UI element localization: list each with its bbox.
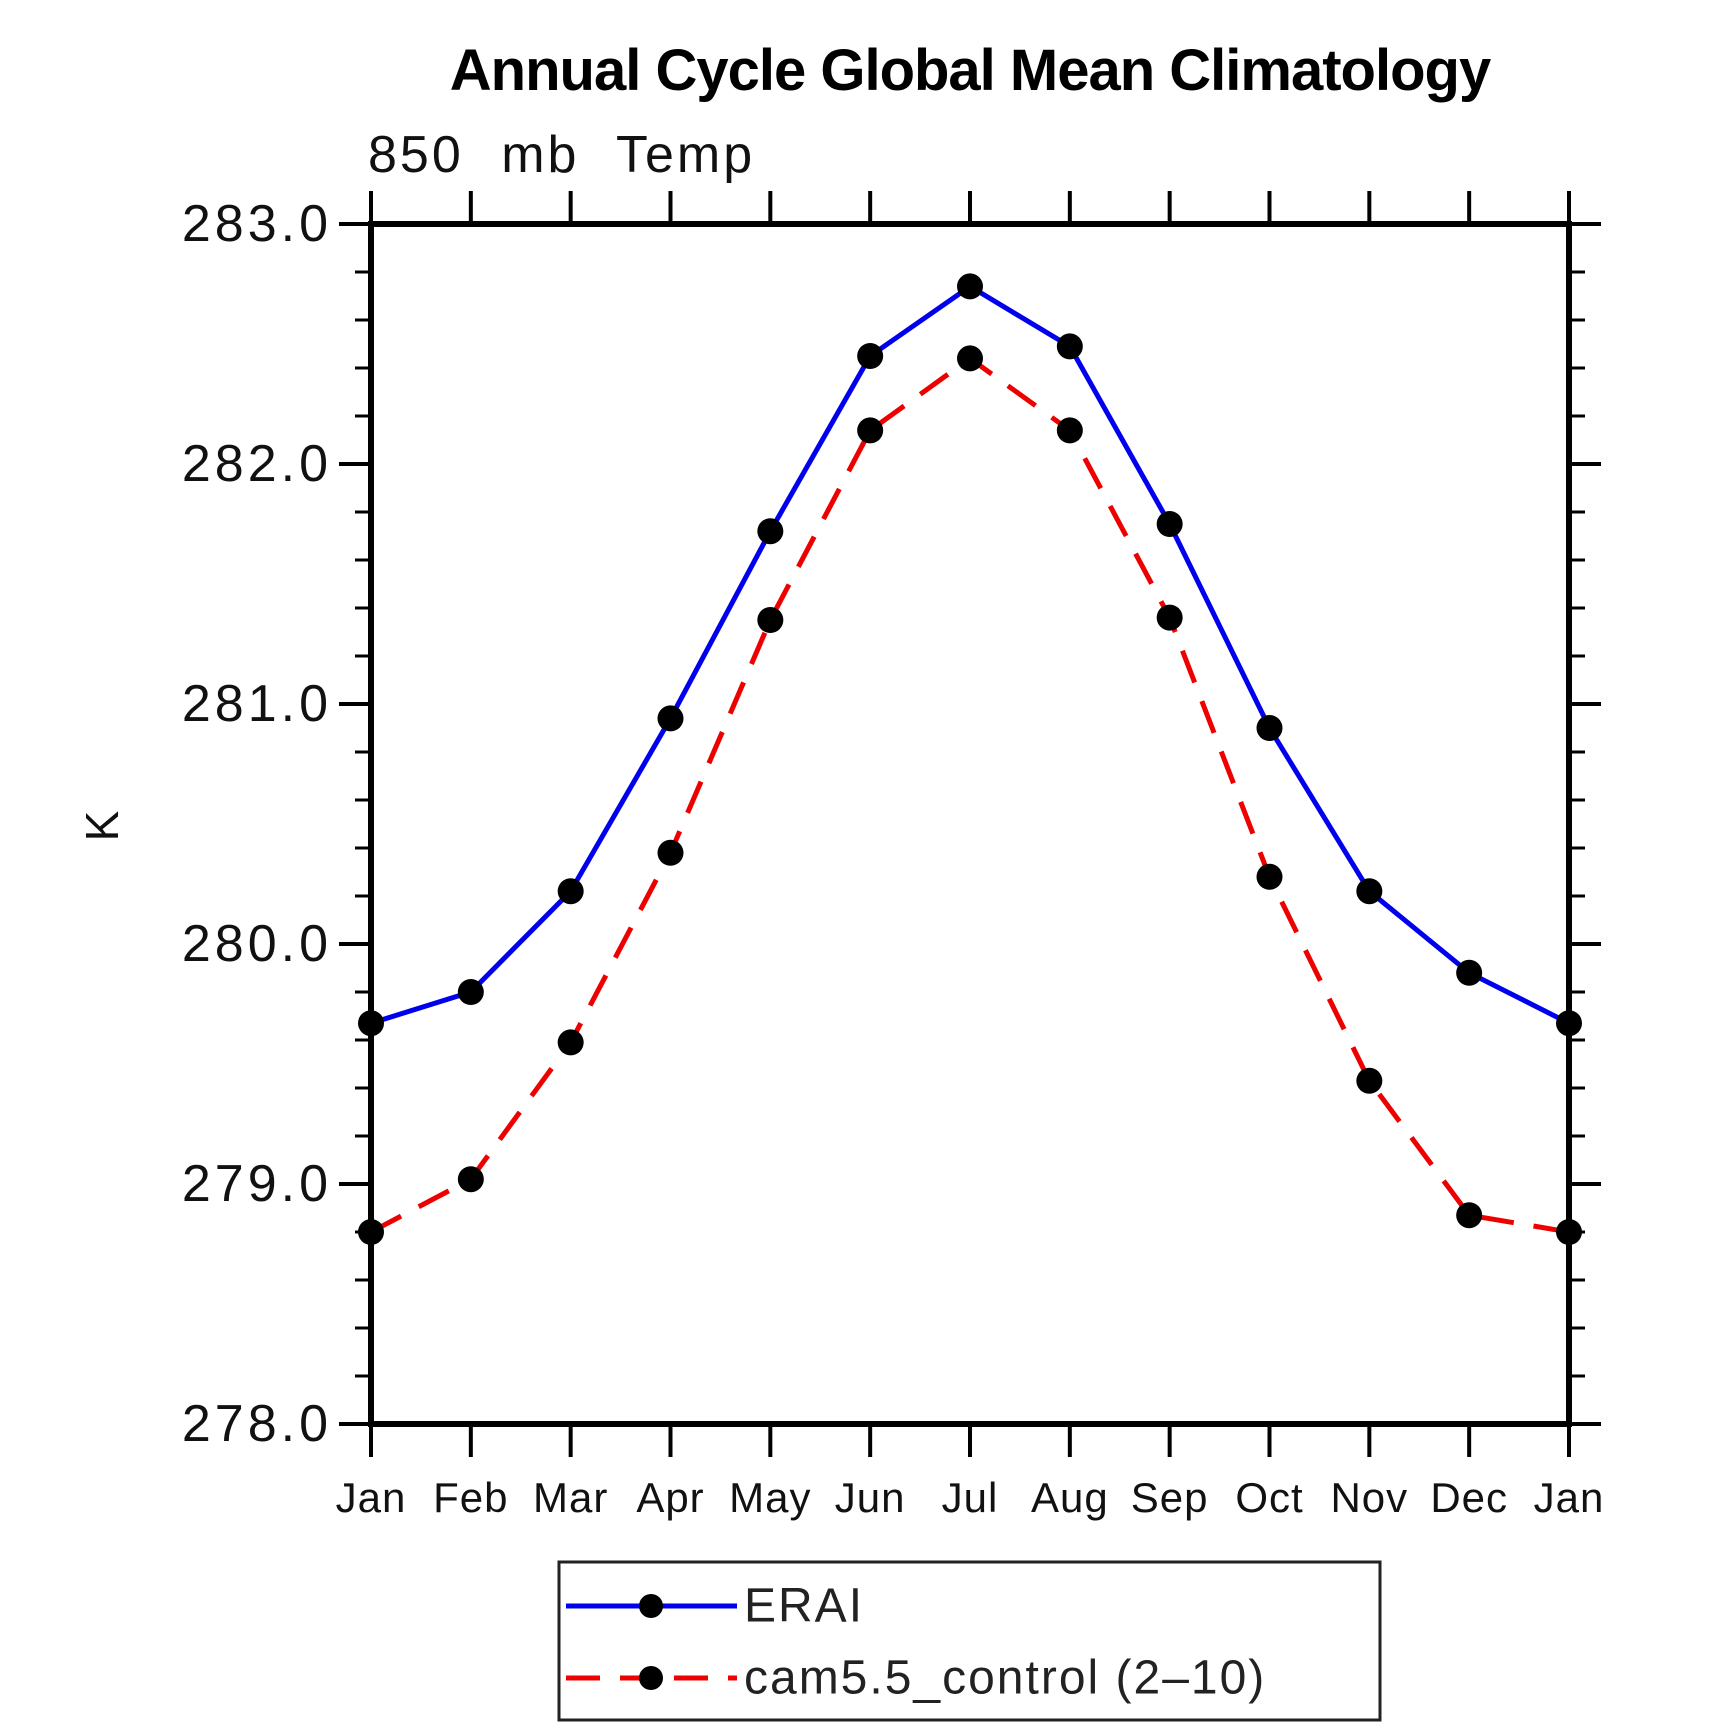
chart-title: Annual Cycle Global Mean Climatology: [450, 38, 1491, 103]
x-tick-label: Feb: [433, 1474, 508, 1521]
data-point-marker: [1556, 1010, 1582, 1037]
legend-label-cam55-control: cam5.5_control (2–10): [744, 1652, 1266, 1705]
data-point-marker: [457, 979, 484, 1005]
data-point-marker: [1456, 1202, 1483, 1229]
plot-frame: [368, 221, 1572, 1427]
x-tick-label: Dec: [1430, 1474, 1508, 1521]
data-series: [358, 273, 1582, 1245]
data-point-marker: [557, 878, 584, 905]
legend-border: [557, 1560, 1382, 1722]
legend-entry-erai: ERAI: [566, 1580, 864, 1633]
chart-subtitle: 850 mb Temp: [368, 126, 755, 184]
data-point-marker: [957, 273, 983, 300]
data-point-marker: [1556, 1219, 1582, 1245]
data-point-marker: [1356, 878, 1383, 905]
x-tick-label: Aug: [1031, 1474, 1109, 1521]
data-point-marker: [1456, 959, 1483, 986]
data-point-marker: [1156, 604, 1183, 631]
y-axis-title: K: [76, 810, 128, 841]
data-point-marker: [457, 1166, 484, 1193]
data-point-marker: [657, 839, 684, 866]
data-point-marker: [358, 1010, 384, 1037]
data-point-marker: [1056, 417, 1083, 444]
data-point-marker: [1256, 715, 1283, 741]
data-point-marker: [358, 1219, 384, 1245]
axis-ticks: [339, 191, 1601, 1457]
x-tick-label: Mar: [533, 1474, 608, 1521]
x-tick-label: Nov: [1330, 1474, 1408, 1521]
data-point-marker: [1056, 333, 1083, 360]
series-line-solid: [370, 283, 1571, 1026]
y-tick-label: 280.0: [182, 915, 332, 973]
data-point-marker: [957, 345, 983, 372]
legend-entry-cam55-control: cam5.5_control (2–10): [566, 1652, 1266, 1705]
y-tick-labels: 283.0 282.0 281.0 280.0 279.0 278.0: [182, 195, 332, 1453]
x-tick-label: Jan: [336, 1474, 407, 1521]
legend-box: ERAI cam5.5_control (2–10): [557, 1560, 1382, 1722]
data-point-marker: [857, 417, 884, 444]
x-tick-label: Sep: [1131, 1474, 1209, 1521]
x-tick-label: Oct: [1235, 1474, 1303, 1521]
x-tick-label: Jul: [942, 1474, 999, 1521]
data-point-marker: [857, 343, 884, 369]
x-tick-label: May: [729, 1474, 811, 1521]
legend-label-erai: ERAI: [744, 1580, 864, 1633]
axes-frame: [368, 221, 1572, 1427]
data-point-marker: [1256, 863, 1283, 890]
data-point-marker: [1356, 1067, 1383, 1094]
legend-marker-dot: [639, 1594, 663, 1618]
legend-marker-dot: [639, 1666, 663, 1690]
x-tick-labels: Jan Feb Mar Apr May Jun Jul Aug Sep Oct Nov Dec Jan: [336, 1474, 1605, 1521]
y-tick-label: 281.0: [182, 675, 332, 733]
data-point-marker: [757, 607, 784, 633]
y-tick-label: 278.0: [182, 1395, 332, 1453]
data-point-marker: [1156, 511, 1183, 537]
x-tick-label: Apr: [636, 1474, 704, 1521]
data-point-marker: [557, 1029, 584, 1056]
y-tick-label: 279.0: [182, 1155, 332, 1213]
data-point-marker: [657, 705, 684, 732]
data-point-marker: [757, 518, 784, 545]
series-line-dashed: [369, 355, 1570, 1235]
x-tick-label: Jan: [1534, 1474, 1605, 1521]
y-tick-label: 282.0: [182, 435, 332, 493]
y-tick-label: 283.0: [182, 195, 332, 253]
x-tick-label: Jun: [835, 1474, 906, 1521]
